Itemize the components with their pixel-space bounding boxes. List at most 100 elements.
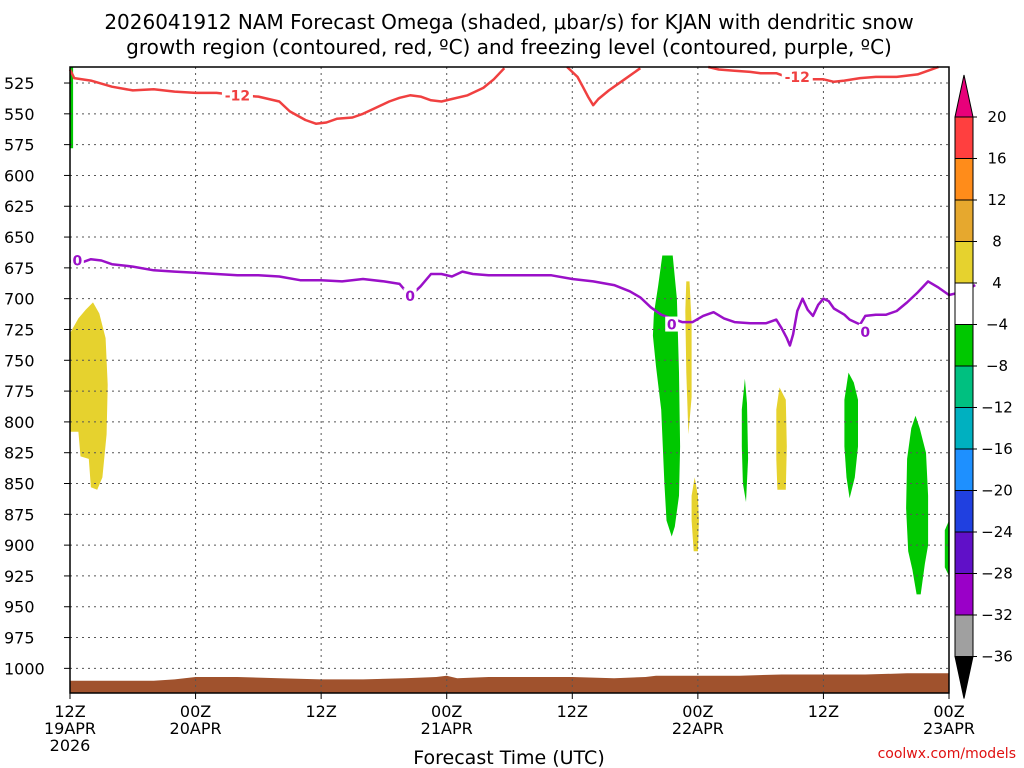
colorbar-swatch-3 [954,199,974,242]
grid-layer [70,67,949,693]
contour-dgz-segment-2 [566,66,642,107]
colorbar-bottom-arrow [954,656,974,699]
y-tick-label-550: 550 [4,105,35,124]
contour-freezing-segment-1 [69,257,976,347]
x-tick-label-36-1: 00Z [431,702,462,721]
x-tick-label-0-1: 12Z [54,702,85,721]
y-tick-label-650: 650 [4,228,35,247]
omega-region-1 [70,302,108,490]
colorbar-swatch-4 [954,241,974,284]
contour-label-bg-1-1 [403,288,417,304]
contour-label-bg-0-1 [781,68,813,84]
x-tick-label-36-2: 21APR [421,719,473,738]
colorbar-label-11: −28 [981,565,1013,583]
omega-region-4 [685,281,692,435]
y-tick-label-825: 825 [4,444,35,463]
colorbar-swatch-1 [954,116,974,159]
contour-dgz-segment-1 [68,67,506,125]
y-tick-label-575: 575 [4,136,35,155]
colorbar-label-2: 12 [987,191,1006,209]
colorbar-top-arrow [954,74,974,118]
colorbar-swatch-2 [954,158,974,201]
colorbar-label-3: 8 [992,233,1002,251]
contour-label-bg-1-0 [70,252,84,268]
omega-region-2 [70,67,74,149]
source-credit: coolwx.com/models [878,746,1016,762]
omega-region-8 [844,372,858,499]
contour-label-1-1: 0 [405,289,415,305]
y-tick-label-925: 925 [4,567,35,586]
colorbar-label-5: −4 [986,316,1008,334]
terrain-layer [70,673,949,693]
omega-shading-layer [70,67,949,595]
y-tick-label-600: 600 [4,166,35,185]
x-tick-label-12-1: 00Z [180,702,211,721]
contour-label-1-0: 0 [72,253,82,269]
colorbar-label-10: −24 [981,523,1013,541]
colorbar-label-9: −20 [981,482,1013,500]
contour-label-bg-0-0 [221,87,253,103]
x-tick-label-12-2: 20APR [170,719,222,738]
colorbar-swatch-7 [954,365,974,408]
contour-dgz-segment-3 [708,65,939,84]
colorbar-swatch-6 [954,324,974,367]
contour-label-0-1: -12 [785,70,810,86]
colorbar-swatch-5 [954,282,974,325]
colorbar-label-4: 4 [992,274,1002,292]
colorbar-swatch-8 [954,407,974,450]
plot-area: -12 -12 0 0 0 0 [68,65,976,694]
omega-region-6 [741,378,749,502]
omega-region-7 [776,387,787,490]
colorbar: 20 16 12 8 4 −4 −8 −12 −16 −20 −24 −28 −32 −36 [954,74,1013,699]
y-tick-label-975: 975 [4,629,35,648]
y-tick-label-750: 750 [4,351,35,370]
chart-title-line-2: growth region (contoured, red, ºC) and f… [126,35,892,59]
x-tick-label-0-3: 2026 [50,736,91,755]
y-tick-label-875: 875 [4,505,35,524]
omega-region-10 [944,520,949,576]
y-tick-label-900: 900 [4,536,35,555]
y-tick-label-700: 700 [4,290,35,309]
colorbar-label-0: 20 [987,108,1006,126]
y-tick-label-625: 625 [4,197,35,216]
x-tick-label-48-1: 12Z [557,702,588,721]
colorbar-swatch-10 [954,490,974,533]
colorbar-swatch-12 [954,573,974,616]
y-tick-label-775: 775 [4,382,35,401]
x-tick-label-84-1: 00Z [933,702,964,721]
y-tick-label-725: 725 [4,320,35,339]
chart-title-line-1: 2026041912 NAM Forecast Omega (shaded, μ… [104,10,913,34]
colorbar-swatch-11 [954,531,974,574]
colorbar-swatch-13 [954,614,974,657]
terrain-fill [70,673,949,693]
contour-label-1-2: 0 [667,318,677,334]
y-tick-label-850: 850 [4,475,35,494]
x-axis-title: Forecast Time (UTC) [413,747,604,768]
x-tick-label-60-1: 00Z [682,702,713,721]
colorbar-label-8: −16 [981,440,1013,458]
x-tick-label-24-1: 12Z [305,702,336,721]
x-tick-label-72-1: 12Z [808,702,839,721]
colorbar-label-1: 16 [987,150,1006,168]
y-tick-label-950: 950 [4,598,35,617]
x-tick-label-84-2: 23APR [923,719,975,738]
omega-region-3 [652,255,681,537]
colorbar-label-7: −12 [981,399,1013,417]
omega-region-9 [906,415,929,595]
y-tick-label-525: 525 [4,74,35,93]
x-tick-label-60-2: 22APR [672,719,724,738]
contour-lines-layer: -12 -12 0 0 0 0 [68,65,976,347]
plot-frame [69,66,950,694]
contour-label-0-0: -12 [225,88,250,104]
contour-label-bg-1-3 [858,323,872,339]
x-tick-label-0-2: 19APR [44,719,96,738]
y-tick-label-675: 675 [4,259,35,278]
y-tick-label-800: 800 [4,413,35,432]
colorbar-label-13: −36 [981,648,1013,666]
y-axis: 525 550 575 600 625 650 675 700 725 750 775 800 825 8… [4,74,70,678]
contour-label-bg-1-2 [665,316,679,332]
colorbar-swatch-9 [954,448,974,491]
colorbar-label-12: −32 [981,606,1013,624]
contour-label-1-3: 0 [860,325,870,341]
